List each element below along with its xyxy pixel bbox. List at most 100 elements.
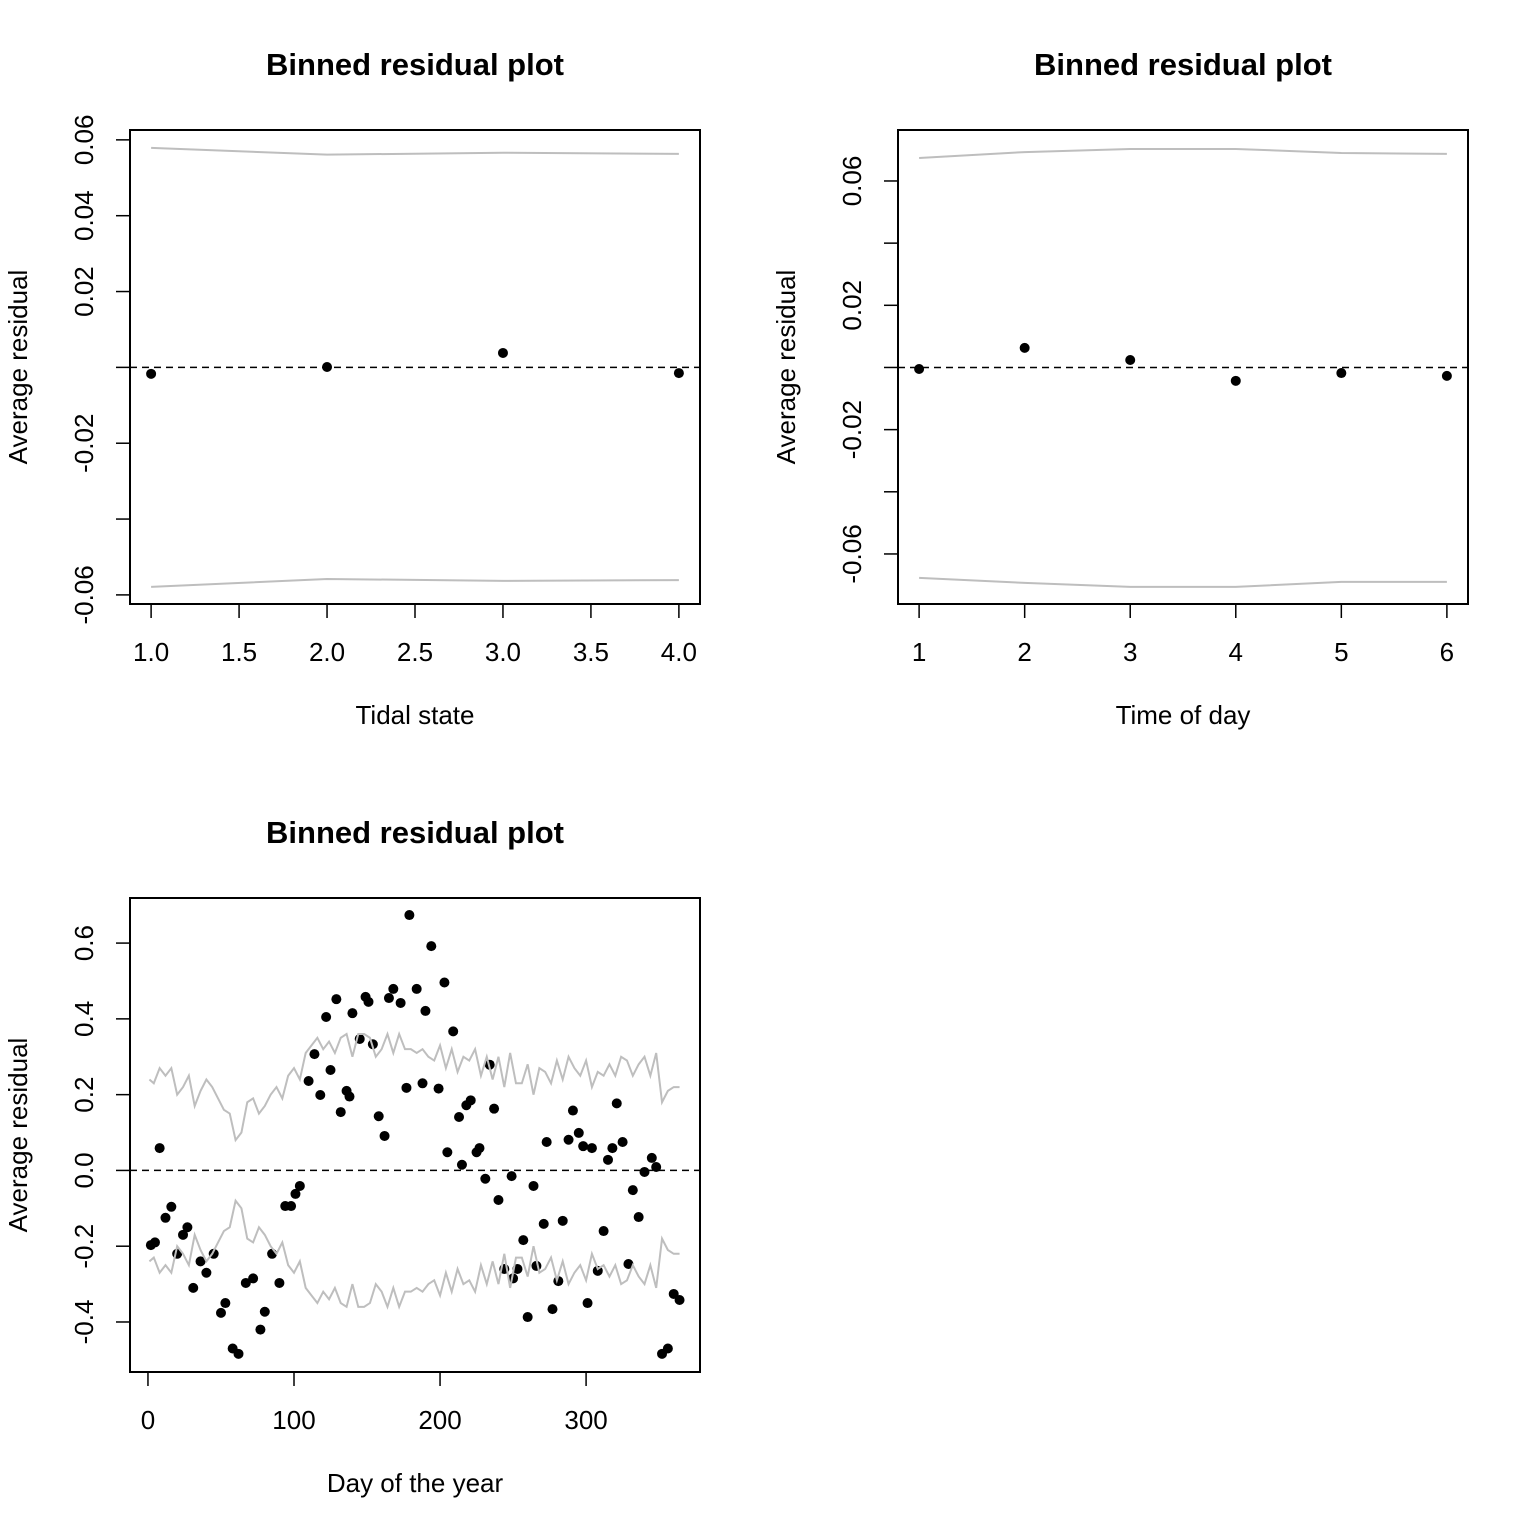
point	[248, 1273, 259, 1284]
point	[633, 1212, 644, 1223]
point	[404, 910, 415, 921]
point	[538, 1218, 549, 1229]
point	[522, 1312, 533, 1323]
x-tick-label: 100	[272, 1405, 315, 1435]
point	[623, 1259, 634, 1270]
point	[567, 1105, 578, 1116]
point	[465, 1095, 476, 1106]
chart-title: Binned residual plot	[266, 47, 564, 82]
plot-frame	[129, 129, 701, 605]
point	[182, 1222, 193, 1233]
x-axis-label: Time of day	[1116, 700, 1251, 730]
y-tick-label: -0.06	[69, 565, 99, 624]
point	[286, 1201, 297, 1212]
point	[240, 1277, 251, 1288]
x-tick-label: 200	[418, 1405, 461, 1435]
bound-line	[151, 146, 679, 156]
point	[914, 364, 925, 375]
point	[309, 1049, 320, 1060]
x-tick-label: 2	[1017, 637, 1031, 667]
point	[474, 1143, 485, 1154]
point	[673, 368, 684, 379]
point	[598, 1226, 609, 1237]
point	[220, 1298, 231, 1309]
point	[528, 1180, 539, 1191]
point	[480, 1173, 491, 1184]
point	[582, 1298, 593, 1309]
x-tick-label: 300	[564, 1405, 607, 1435]
x-tick-label: 2.0	[309, 637, 345, 667]
point	[456, 1159, 467, 1170]
point	[639, 1166, 650, 1177]
y-axis-label: Average residual	[3, 270, 33, 465]
y-tick-label: -0.4	[69, 1300, 99, 1345]
x-tick-label: 6	[1440, 637, 1454, 667]
point	[411, 983, 422, 994]
panel: Binned residual plot Tidal state Average r…	[3, 47, 701, 730]
point	[662, 1343, 673, 1354]
point	[395, 997, 406, 1008]
point	[1125, 355, 1136, 366]
point	[344, 1091, 355, 1102]
panel: Binned residual plot Time of day Average r…	[771, 47, 1469, 730]
point	[160, 1212, 171, 1223]
x-tick-label: 2.5	[397, 637, 433, 667]
y-tick-label: -0.06	[837, 524, 867, 583]
x-tick-label: 1.5	[221, 637, 257, 667]
y-tick-label: 0.06	[69, 115, 99, 166]
x-tick-label: 3.5	[573, 637, 609, 667]
point	[373, 1111, 384, 1122]
point	[188, 1282, 199, 1293]
point	[493, 1194, 504, 1205]
point	[154, 1143, 165, 1154]
panel: Binned residual plot Day of the year Avera…	[3, 815, 701, 1498]
point	[383, 993, 394, 1004]
bound-line	[919, 576, 1447, 588]
y-tick-label: -0.02	[837, 400, 867, 459]
chart-title: Binned residual plot	[266, 815, 564, 850]
plot-frame	[129, 897, 701, 1373]
x-tick-label: 4	[1229, 637, 1243, 667]
x-tick-label: 4.0	[661, 637, 697, 667]
point	[255, 1324, 266, 1335]
point	[290, 1188, 301, 1199]
point	[607, 1143, 618, 1154]
point	[388, 983, 399, 994]
y-tick-label: 0.6	[69, 925, 99, 961]
point	[426, 941, 437, 952]
point	[417, 1078, 428, 1089]
x-tick-label: 1.0	[133, 637, 169, 667]
point	[294, 1180, 305, 1191]
point	[497, 347, 508, 358]
point	[563, 1134, 574, 1145]
point	[259, 1306, 270, 1317]
y-tick-label: 0.4	[69, 1001, 99, 1037]
point	[335, 1107, 346, 1118]
y-axis-label: Average residual	[3, 1038, 33, 1233]
point	[315, 1090, 326, 1101]
point	[617, 1137, 628, 1148]
point	[454, 1112, 465, 1123]
y-tick-label: 0.02	[69, 266, 99, 317]
point	[439, 977, 450, 988]
y-tick-label: 0.04	[69, 190, 99, 241]
bound-line	[151, 577, 679, 588]
point	[331, 994, 342, 1005]
point	[1230, 375, 1241, 386]
point	[573, 1127, 584, 1138]
point	[627, 1185, 638, 1196]
point	[547, 1304, 558, 1315]
bound-line	[919, 147, 1447, 159]
point	[149, 1237, 160, 1248]
point	[321, 1011, 332, 1022]
x-axis-label: Day of the year	[327, 1468, 504, 1498]
point	[506, 1171, 517, 1182]
point	[1336, 368, 1347, 379]
point	[215, 1307, 226, 1318]
point	[274, 1277, 285, 1288]
plot-frame	[897, 129, 1469, 605]
point	[433, 1083, 444, 1094]
point	[233, 1348, 244, 1359]
point	[578, 1141, 589, 1152]
